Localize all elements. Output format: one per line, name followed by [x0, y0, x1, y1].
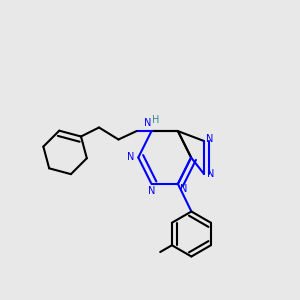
Text: N: N [180, 184, 187, 194]
Text: H: H [152, 115, 160, 125]
Text: N: N [127, 152, 134, 163]
Text: N: N [206, 134, 213, 145]
Text: N: N [207, 169, 214, 179]
Text: N: N [148, 186, 155, 197]
Text: N: N [144, 118, 151, 128]
